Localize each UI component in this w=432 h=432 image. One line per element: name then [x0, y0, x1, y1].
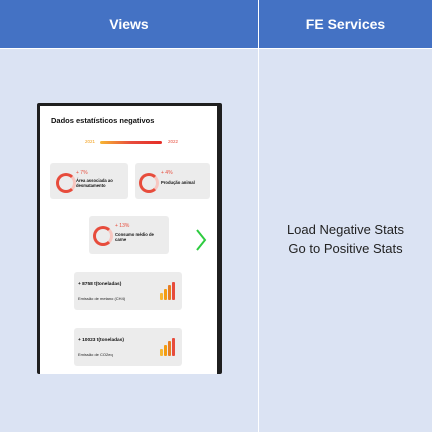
service-go-positive-stats: Go to Positive Stats [288, 241, 403, 256]
stat-label: Consumo médio de carne [115, 232, 154, 242]
phone-mockup: Dados estatísticos negativos 2021 2022 +… [37, 103, 222, 374]
column-divider [258, 0, 259, 432]
bar-chart-icon [160, 282, 175, 300]
stat-label: Emissão de CO2eq [78, 352, 113, 357]
bar-chart-icon [160, 338, 175, 356]
chevron-right-icon[interactable] [195, 228, 207, 252]
ring-chart-icon [56, 173, 76, 193]
fe-services-cell: Load Negative Stats Go to Positive Stats [259, 220, 432, 258]
stat-card-animal-production[interactable]: + 4% Produção animal [135, 163, 210, 199]
page-title: Dados estatísticos negativos [51, 116, 155, 125]
stat-label: Área associada ao desmatamento [76, 178, 113, 188]
stat-card-deforestation[interactable]: + 7% Área associada ao desmatamento [50, 163, 128, 199]
stat-label: Produção animal [161, 180, 195, 185]
fe-services-header: FE Services [259, 0, 432, 48]
stat-card-methane[interactable]: + 8758 t(toneladas) Emissão de metano (C… [74, 272, 182, 310]
stat-percent: + 7% [76, 170, 88, 176]
phone-screen: Dados estatísticos negativos 2021 2022 +… [40, 106, 217, 374]
stat-value: + 10023 t(toneladas) [78, 338, 124, 343]
year-range-bar [100, 141, 162, 144]
year-end: 2022 [168, 139, 179, 144]
ring-chart-icon [139, 173, 159, 193]
stat-value: + 8758 t(toneladas) [78, 282, 122, 287]
stat-percent: + 4% [161, 170, 173, 176]
views-header: Views [0, 0, 258, 48]
service-load-negative-stats: Load Negative Stats [286, 222, 405, 237]
year-start: 2021 [85, 139, 96, 144]
stat-card-co2[interactable]: + 10023 t(toneladas) Emissão de CO2eq [74, 328, 182, 366]
stat-label: Emissão de metano (CH4) [78, 296, 126, 301]
row-divider [0, 48, 432, 49]
ring-chart-icon [93, 226, 113, 246]
stat-card-meat-consumption[interactable]: + 13% Consumo médio de carne [89, 216, 169, 254]
stat-percent: + 13% [115, 223, 130, 229]
